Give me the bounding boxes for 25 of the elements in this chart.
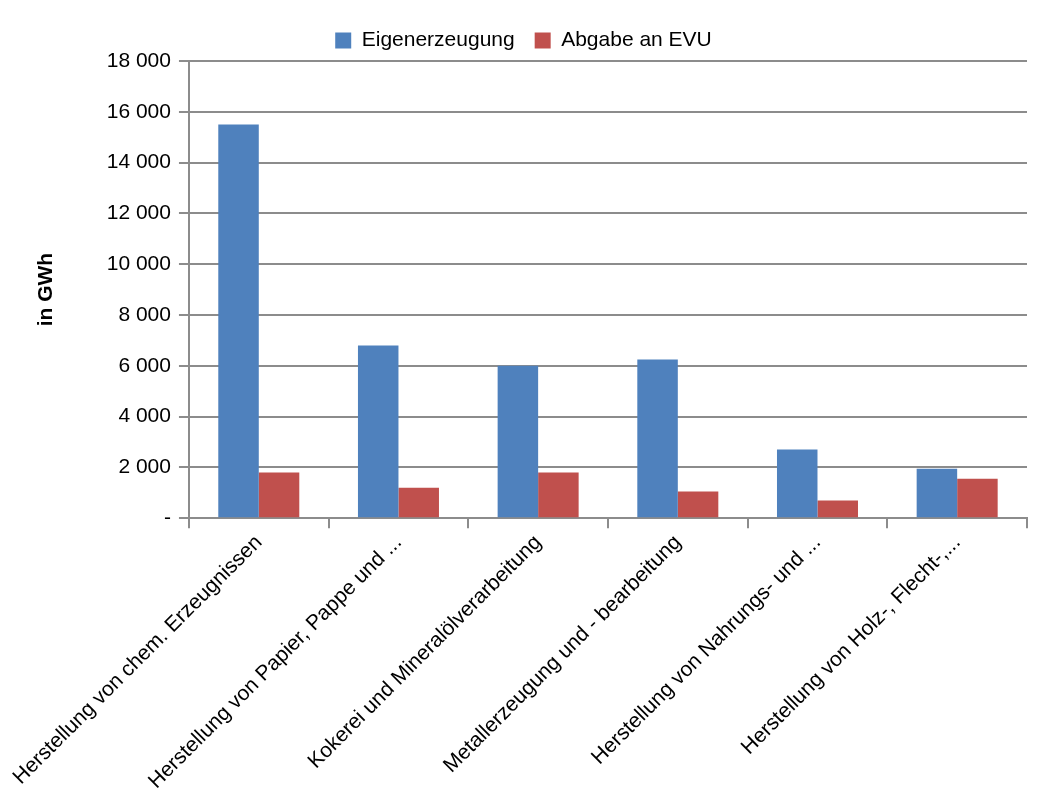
y-tick-label: 6 000	[118, 352, 171, 376]
y-tick-label: 12 000	[106, 200, 171, 224]
y-tick-label: 10 000	[106, 250, 171, 274]
bar	[817, 500, 858, 518]
bar	[357, 345, 399, 518]
y-tick-label: 2 000	[118, 454, 171, 478]
bar	[538, 472, 579, 518]
bar	[637, 359, 678, 518]
y-tick-label: 16 000	[106, 98, 171, 122]
y-tick-label: 4 000	[118, 403, 171, 427]
y-tick-label: 8 000	[118, 301, 171, 325]
bar	[398, 487, 439, 518]
legend-label: Eigenerzeugung	[361, 27, 515, 51]
bar	[497, 365, 539, 518]
bar	[957, 478, 998, 518]
y-tick-label: 14 000	[106, 149, 171, 173]
y-tick-label: -	[163, 504, 171, 528]
bar	[258, 472, 300, 518]
bar	[776, 449, 818, 518]
y-tick-label: 18 000	[106, 47, 171, 71]
legend-label: Abgabe an EVU	[561, 27, 712, 51]
bar	[916, 468, 958, 518]
y-axis-title: in GWh	[32, 252, 56, 327]
bar	[218, 124, 259, 518]
bar	[677, 491, 719, 518]
